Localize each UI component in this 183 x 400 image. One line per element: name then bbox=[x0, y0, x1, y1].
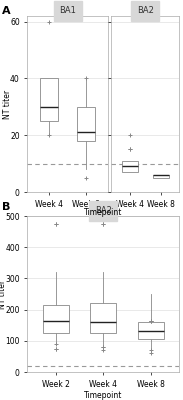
Title: BA2: BA2 bbox=[95, 206, 112, 215]
Bar bbox=[77, 107, 95, 141]
Y-axis label: NT titer: NT titer bbox=[0, 280, 7, 308]
Y-axis label: NT titer: NT titer bbox=[3, 90, 12, 118]
Title: BA1: BA1 bbox=[59, 6, 76, 15]
Bar bbox=[90, 303, 116, 333]
Bar bbox=[138, 322, 164, 339]
Text: Timepoint: Timepoint bbox=[84, 208, 123, 217]
Text: A: A bbox=[2, 6, 10, 16]
Bar bbox=[153, 175, 169, 178]
X-axis label: Timepoint: Timepoint bbox=[84, 392, 123, 400]
Bar bbox=[122, 161, 138, 172]
Bar bbox=[40, 78, 58, 121]
Bar bbox=[43, 305, 69, 333]
Title: BA2: BA2 bbox=[137, 6, 154, 15]
Text: B: B bbox=[2, 202, 10, 212]
